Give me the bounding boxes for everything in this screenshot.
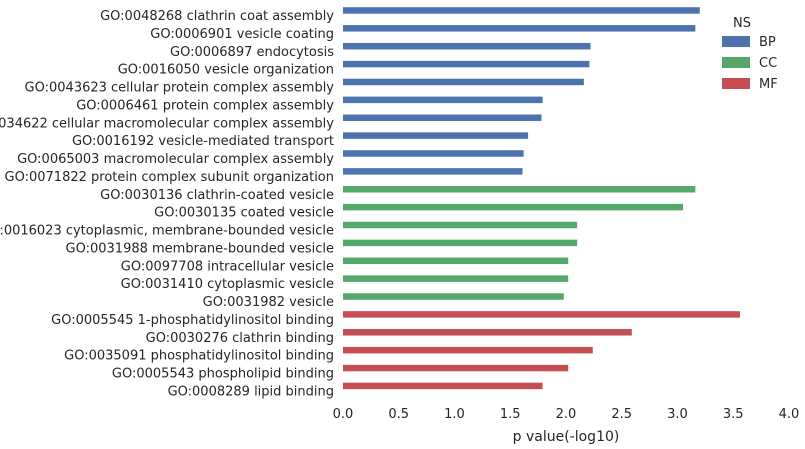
category-label: GO:0006901 vesicle coating (150, 27, 334, 42)
bar-bp (343, 25, 696, 32)
bar-bp (343, 42, 591, 50)
bar-cc (343, 203, 684, 211)
x-tick-label: 2.5 (611, 407, 632, 422)
legend-label-bp: BP (759, 35, 776, 50)
bar-cc (343, 275, 569, 282)
category-label: GO:0006461 protein complex assembly (76, 98, 334, 113)
legend-swatch-cc (722, 57, 750, 68)
x-tick-label: 1.5 (500, 407, 521, 422)
category-label: GO:0065003 macromolecular complex assemb… (17, 152, 334, 167)
bar-mf (343, 311, 740, 318)
category-label: GO:0035091 phosphatidylinositol binding (64, 349, 334, 364)
bar-bp (343, 60, 590, 68)
bar-mf (343, 346, 593, 354)
bar-bp (343, 114, 542, 121)
category-label: GO:0031988 membrane-bounded vesicle (66, 241, 334, 256)
category-label: GO:0043623 cellular protein complex asse… (25, 81, 335, 96)
bar-cc (343, 221, 578, 229)
category-label: GO:0005543 phospholipid binding (112, 367, 334, 382)
x-tick-label: 1.0 (444, 407, 465, 422)
bar-mf (343, 329, 632, 336)
legend-title: NS (733, 16, 751, 31)
category-label: GO:0030276 clathrin binding (146, 331, 334, 346)
x-tick-label: 0.5 (388, 407, 409, 422)
legend-entries: BP CC MF (722, 35, 778, 92)
category-label: GO:0031982 vesicle (203, 295, 334, 310)
legend-label-mf: MF (759, 77, 778, 92)
bar-bp (343, 132, 529, 139)
category-label: GO:0030135 coated vesicle (154, 206, 334, 221)
category-label: GO:0034622 cellular macromolecular compl… (0, 116, 334, 131)
bar-cc (343, 186, 696, 193)
bar-bp (343, 7, 700, 14)
category-label: GO:0016050 vesicle organization (118, 63, 334, 78)
category-label: GO:0005545 1-phosphatidylinositol bindin… (51, 313, 334, 328)
bar-cc (343, 239, 578, 247)
category-label: GO:0016192 vesicle-mediated transport (72, 134, 334, 149)
category-label: GO:0008289 lipid binding (168, 384, 334, 399)
bar-bp (343, 168, 523, 175)
bar-bp (343, 96, 543, 104)
legend-swatch-mf (722, 78, 750, 89)
bars-group (343, 7, 740, 390)
x-tick-label: 3.5 (723, 407, 744, 422)
x-tick-label: 4.0 (779, 407, 800, 422)
x-tick-label: 2.0 (556, 407, 577, 422)
x-tick-labels-group: 0.0 0.5 1.0 1.5 2.0 2.5 3.0 3.5 4.0 (333, 407, 800, 422)
category-label: GO:0016023 cytoplasmic, membrane-bounded… (0, 224, 334, 239)
category-label: GO:0006897 endocytosis (170, 45, 334, 60)
bar-bp (343, 78, 584, 86)
legend: NS BP CC MF (722, 16, 778, 92)
bar-mf (343, 364, 569, 372)
bar-cc (343, 257, 569, 265)
category-label: GO:0071822 protein complex subunit organ… (5, 170, 334, 185)
category-labels-group: GO:0048268 clathrin coat assembly GO:0006… (0, 9, 334, 399)
x-tick-label: 0.0 (333, 407, 354, 422)
bar-bp (343, 150, 524, 157)
x-axis-label: p value(-log10) (513, 429, 620, 445)
category-label: GO:0097708 intracellular vesicle (121, 259, 334, 274)
category-label: GO:0031410 cytoplasmic vesicle (121, 277, 334, 292)
category-label: GO:0030136 clathrin-coated vesicle (100, 188, 334, 203)
x-tick-label: 3.0 (667, 407, 688, 422)
bar-mf (343, 382, 543, 390)
legend-label-cc: CC (759, 56, 777, 71)
category-label: GO:0048268 clathrin coat assembly (100, 9, 334, 24)
legend-swatch-bp (722, 36, 750, 47)
bar-cc (343, 293, 564, 300)
